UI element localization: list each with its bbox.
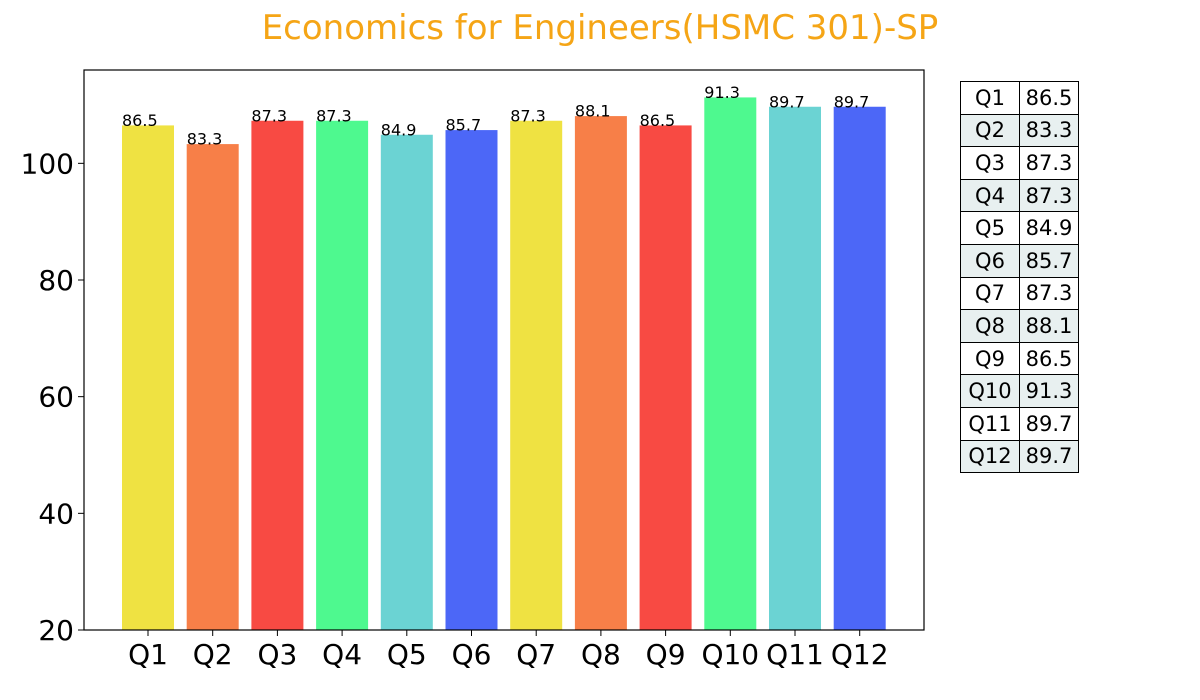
- question-cell: Q9: [960, 341, 1020, 376]
- value-cell: 86.5: [1019, 341, 1079, 376]
- table-row: Q9 86.5: [960, 341, 1079, 376]
- data-label-q1: 86.5: [122, 111, 158, 130]
- y-tick-label-20: 20: [38, 614, 74, 647]
- bar-q12: [833, 106, 886, 630]
- data-label-q4: 87.3: [316, 106, 352, 125]
- value-cell: 87.3: [1019, 276, 1079, 311]
- table-row: Q3 87.3: [960, 146, 1079, 180]
- bar-q4: [316, 120, 369, 630]
- x-tick-label-q4: Q4: [322, 638, 362, 671]
- y-tick-label-60: 60: [38, 381, 74, 414]
- bar-q6: [445, 130, 498, 631]
- question-cell: Q7: [960, 276, 1020, 311]
- table-row: Q2 83.3: [960, 113, 1079, 148]
- bar-q9: [639, 125, 692, 631]
- data-label-q6: 85.7: [446, 116, 482, 135]
- x-tick-label-q2: Q2: [193, 638, 233, 671]
- table-row: Q8 88.1: [960, 309, 1079, 343]
- question-cell: Q1: [960, 81, 1020, 115]
- value-cell: 89.7: [1019, 406, 1079, 441]
- table-row: Q1 86.5: [960, 81, 1079, 115]
- bar-q11: [769, 106, 821, 630]
- data-label-q7: 87.3: [510, 106, 546, 125]
- question-cell: Q6: [960, 243, 1020, 278]
- data-label-q5: 84.9: [381, 120, 417, 139]
- bar-q7: [510, 120, 563, 630]
- data-label-q8: 88.1: [575, 102, 611, 121]
- x-tick-label-q6: Q6: [452, 638, 492, 671]
- bars-layer: [122, 97, 886, 631]
- y-tick-label-80: 80: [38, 264, 74, 297]
- value-cell: 86.5: [1019, 81, 1079, 115]
- question-cell: Q3: [960, 146, 1020, 180]
- bar-q1: [122, 125, 174, 631]
- values-table: Q1 86.5 Q2 83.3 Q3 87.3 Q4 87.3 Q5 84.9 Q6 85.7 Q7 87…: [960, 81, 1079, 474]
- bar-q5: [380, 134, 433, 630]
- data-label-q3: 87.3: [251, 106, 287, 125]
- data-label-q10: 91.3: [704, 83, 740, 102]
- x-tick-label-q3: Q3: [257, 638, 297, 671]
- value-cell: 84.9: [1019, 211, 1079, 245]
- chart-title: Economics for Engineers(HSMC 301)-SP: [261, 8, 939, 48]
- x-tick-label-q10: Q10: [701, 638, 759, 671]
- question-cell: Q2: [960, 113, 1020, 148]
- question-cell: Q8: [960, 309, 1020, 343]
- bar-q2: [186, 144, 239, 631]
- x-tick-label-q1: Q1: [128, 638, 168, 671]
- value-cell: 88.1: [1019, 309, 1079, 343]
- y-tick-label-100: 100: [21, 147, 74, 180]
- data-label-q9: 86.5: [640, 111, 676, 130]
- data-label-q2: 83.3: [187, 130, 223, 149]
- question-cell: Q11: [960, 406, 1020, 441]
- question-cell: Q4: [960, 178, 1020, 213]
- x-tick-label-q5: Q5: [387, 638, 427, 671]
- x-axis: Q1 Q2 Q3 Q4 Q5 Q6 Q7 Q8 Q9 Q10 Q11 Q12: [128, 630, 889, 671]
- question-cell: Q5: [960, 211, 1020, 245]
- table-row: Q5 84.9: [960, 211, 1079, 245]
- bar-q10: [704, 97, 757, 630]
- table-row: Q12 89.7: [960, 439, 1079, 474]
- value-cell: 83.3: [1019, 113, 1079, 148]
- y-tick-label-40: 40: [38, 497, 74, 530]
- data-label-q11: 89.7: [769, 92, 805, 111]
- data-label-q12: 89.7: [834, 92, 870, 111]
- value-cell: 91.3: [1019, 374, 1079, 408]
- bar-q3: [251, 120, 304, 630]
- value-cell: 89.7: [1019, 439, 1079, 474]
- x-tick-label-q9: Q9: [646, 638, 686, 671]
- x-tick-label-q12: Q12: [831, 638, 889, 671]
- x-tick-label-q8: Q8: [581, 638, 621, 671]
- table-row: Q4 87.3: [960, 178, 1079, 213]
- question-cell: Q10: [960, 374, 1020, 408]
- table-row: Q7 87.3: [960, 276, 1079, 311]
- value-cell: 85.7: [1019, 243, 1079, 278]
- x-tick-label-q11: Q11: [766, 638, 824, 671]
- table-row: Q10 91.3: [960, 374, 1079, 408]
- table-row: Q6 85.7: [960, 243, 1079, 278]
- plot-frame: [83, 69, 925, 631]
- table-row: Q11 89.7: [960, 406, 1079, 441]
- y-axis: 20 40 60 80 100: [21, 147, 84, 647]
- value-cell: 87.3: [1019, 178, 1079, 213]
- question-cell: Q12: [960, 439, 1020, 474]
- x-tick-label-q7: Q7: [516, 638, 556, 671]
- bar-q8: [574, 116, 627, 631]
- data-labels-layer: 86.5 83.3 87.3 87.3 84.9 85.7 87.3 88.1 86.5 91.3…: [122, 83, 869, 149]
- value-cell: 87.3: [1019, 146, 1079, 180]
